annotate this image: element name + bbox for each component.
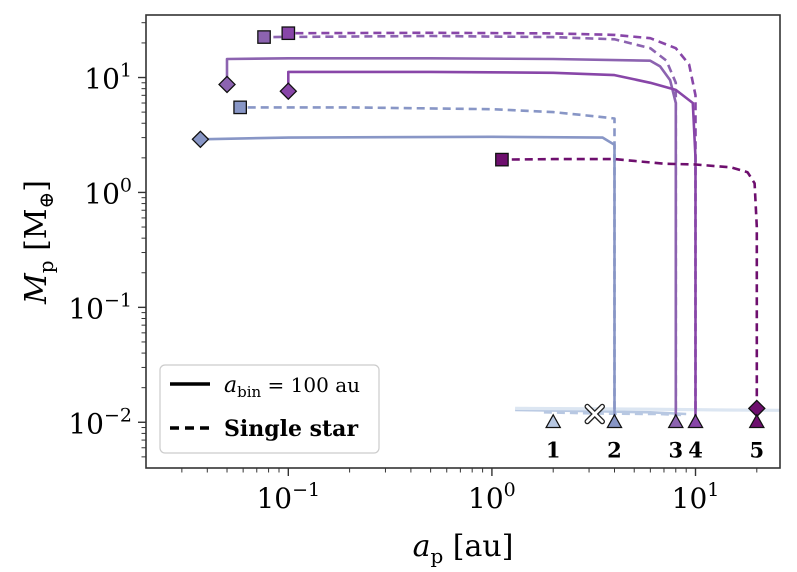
end-diamond-planet-2 — [191, 130, 210, 149]
y-tick-label: 10−2 — [68, 404, 132, 440]
legend-entry-single-star: Single star — [224, 416, 358, 442]
legend-box — [159, 364, 380, 454]
x-tick-label-exponent: −1 — [292, 479, 320, 501]
planet-number-label-5: 5 — [749, 437, 764, 462]
plot-frame — [145, 14, 781, 469]
x-tick-label-exponent: 1 — [707, 479, 719, 501]
x-tick-label-base: 10 — [672, 482, 708, 515]
legend-binary-sub: bin — [237, 383, 261, 401]
x-axis-label-unit: [au] — [443, 529, 513, 564]
end-diamond-planet-3 — [218, 75, 236, 94]
y-tick-label-exponent: −2 — [104, 404, 132, 426]
y-tick-label: 100 — [84, 174, 132, 210]
x-tick-label-base: 10 — [468, 482, 504, 515]
y-tick-label-exponent: 0 — [120, 174, 132, 196]
y-tick-label-base: 10 — [84, 177, 120, 210]
y-axis-label-main: M — [19, 272, 54, 305]
y-tick-label-exponent: 1 — [120, 60, 132, 82]
start-triangle-planet-4 — [687, 413, 704, 429]
y-tick-label: 10−1 — [68, 289, 132, 325]
series-line-planet-3-solid — [225, 56, 678, 423]
x-axis-label: ap [au] — [413, 529, 514, 568]
y-tick-label-exponent: −1 — [104, 289, 132, 311]
start-triangle-planet-5 — [748, 413, 765, 429]
y-tick-label-base: 10 — [68, 407, 104, 440]
legend-binary-rest: = 100 au — [261, 373, 360, 397]
end-square-planet-4 — [281, 26, 296, 41]
end-square-planet-2 — [233, 100, 247, 115]
x-marker-fill-b — [585, 405, 604, 423]
end-square-planet-3 — [257, 30, 271, 44]
x-tick-label-exponent: 0 — [504, 479, 516, 501]
series-line-planet-4-dashed — [288, 31, 697, 423]
series-line-planet-5-dashed — [501, 157, 759, 423]
y-tick-label: 101 — [84, 60, 132, 96]
x-axis-label-sub: p — [430, 544, 443, 568]
y-tick-label-base: 10 — [68, 292, 104, 325]
legend: abin = 100 au Single star — [159, 364, 380, 454]
x-tick-label-base: 10 — [256, 482, 292, 515]
planet-number-label-4: 4 — [688, 437, 703, 462]
planet-number-label-1: 1 — [546, 437, 561, 462]
x-tick-label: 101 — [672, 479, 720, 515]
planet-number-label-3: 3 — [668, 437, 683, 462]
series-line-planet-1-dashed — [543, 411, 682, 417]
y-axis-label: Mp [M⊕] — [19, 180, 58, 305]
y-axis-label-sub: p — [34, 260, 58, 273]
start-triangle-planet-1 — [545, 413, 562, 429]
series-line-planet-2-dashed — [240, 106, 616, 423]
y-tick-label-base: 10 — [84, 63, 120, 96]
end-square-planet-5 — [495, 152, 509, 167]
y-axis-label-unit-post: ] — [19, 180, 54, 192]
series-layer — [200, 31, 780, 423]
start-triangle-planet-3 — [667, 413, 684, 429]
series-line-planet-3-dashed — [263, 34, 678, 423]
planet-number-label-2: 2 — [607, 437, 622, 462]
legend-binary-main: a — [224, 373, 237, 398]
y-axis-label-unit-pre: [M — [19, 208, 54, 260]
series-line-planet-4-solid — [286, 70, 697, 423]
x-tick-label: 10−1 — [256, 479, 320, 515]
legend-entry-binary: abin = 100 au — [224, 373, 360, 401]
end-diamond-planet-4 — [279, 82, 298, 101]
x-axis-label-main: a — [413, 529, 431, 564]
series-line-planet-5-solid — [515, 406, 780, 412]
start-triangle-planet-2 — [606, 413, 623, 429]
x-tick-label: 100 — [468, 479, 516, 515]
y-axis-label-unit-sub: ⊕ — [34, 192, 58, 209]
